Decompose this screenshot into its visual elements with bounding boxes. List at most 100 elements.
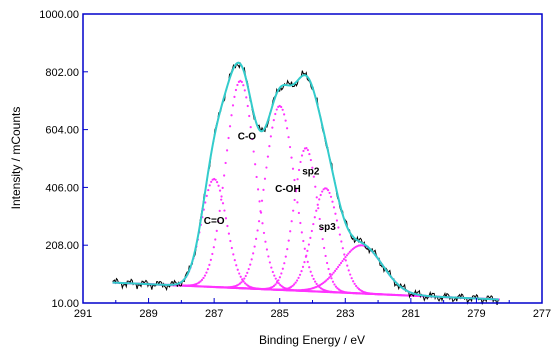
component-point xyxy=(259,210,262,213)
component-point xyxy=(251,137,254,141)
component-point xyxy=(240,281,243,284)
component-point xyxy=(307,243,310,246)
component-point xyxy=(274,112,277,116)
component-point xyxy=(335,267,338,271)
component-point xyxy=(295,279,299,282)
component-point xyxy=(305,147,308,150)
component-point xyxy=(197,281,201,284)
x-tick-label: 285 xyxy=(271,308,289,320)
component-point xyxy=(199,280,202,283)
component-point xyxy=(272,284,276,288)
component-point xyxy=(262,231,266,235)
component-point xyxy=(353,282,356,285)
component-point xyxy=(223,174,226,177)
component-point xyxy=(236,268,239,271)
component-point xyxy=(312,277,315,281)
component-point xyxy=(227,232,230,235)
component-point xyxy=(294,190,298,193)
component-point xyxy=(325,261,329,265)
component-point xyxy=(247,267,250,271)
component-point xyxy=(252,252,255,255)
component-point xyxy=(279,283,282,286)
component-point xyxy=(338,233,341,236)
x-axis-title: Binding Energy / eV xyxy=(259,333,365,347)
component-point xyxy=(309,236,312,239)
component-point xyxy=(256,188,260,191)
component-point xyxy=(256,229,259,232)
component-point xyxy=(303,261,306,264)
peak-label: C=O xyxy=(204,216,225,227)
component-point xyxy=(284,119,287,122)
component-point xyxy=(320,228,323,231)
component-point xyxy=(308,152,311,156)
component-point xyxy=(205,194,208,197)
y-tick-label: 10.00 xyxy=(51,298,79,310)
component-point xyxy=(271,126,274,129)
component-point xyxy=(342,257,346,261)
x-tick-label: 291 xyxy=(74,308,92,320)
component-point xyxy=(287,136,290,139)
component-point xyxy=(323,280,326,283)
component-point xyxy=(209,258,212,261)
component-point xyxy=(268,145,271,148)
component-point xyxy=(260,199,264,202)
component-point xyxy=(341,247,344,250)
component-point xyxy=(242,84,245,87)
component-point xyxy=(326,189,330,192)
component-point xyxy=(233,259,236,262)
component-point xyxy=(317,207,320,210)
y-tick-label: 604.00 xyxy=(45,125,79,137)
component-point xyxy=(333,283,336,286)
component-point xyxy=(215,180,219,184)
component-point xyxy=(263,177,267,180)
component-point xyxy=(228,125,232,128)
component-point xyxy=(319,193,322,197)
component-point xyxy=(345,254,349,257)
component-point xyxy=(250,258,253,261)
component-point xyxy=(327,267,330,271)
component-point xyxy=(334,269,337,272)
component-point xyxy=(306,260,309,263)
component-point xyxy=(271,270,274,274)
component-point xyxy=(238,282,241,285)
component-point xyxy=(215,229,218,232)
component-point xyxy=(315,196,318,199)
component-point xyxy=(270,266,273,269)
component-point xyxy=(306,148,310,152)
component-point xyxy=(235,264,238,267)
y-tick-label: 802.00 xyxy=(45,67,79,79)
component-point xyxy=(217,220,220,223)
component-point xyxy=(300,154,304,157)
component-point xyxy=(349,273,352,276)
component-point xyxy=(278,276,281,279)
component-point xyxy=(344,259,347,262)
component-point xyxy=(246,104,249,108)
component-point xyxy=(255,175,258,179)
x-tick-label: 279 xyxy=(467,308,485,320)
component-point xyxy=(220,198,223,201)
component-point xyxy=(283,113,286,116)
component-point xyxy=(355,284,358,288)
component-point xyxy=(261,222,264,225)
component-point xyxy=(288,145,292,149)
peak-label: C-OH xyxy=(275,184,301,195)
component-point xyxy=(329,274,332,278)
component-point xyxy=(311,274,314,277)
component-point xyxy=(335,219,339,222)
component-point xyxy=(312,175,315,178)
component-point xyxy=(246,271,249,274)
x-tick-label: 287 xyxy=(205,308,223,320)
component-point xyxy=(310,229,313,233)
component-point xyxy=(207,188,210,192)
component-point xyxy=(299,221,302,225)
component-point xyxy=(265,166,268,169)
component-point xyxy=(221,202,225,205)
component-point xyxy=(297,276,300,279)
component-point xyxy=(277,279,280,282)
component-point xyxy=(245,96,248,99)
component-point xyxy=(274,283,277,286)
component-point xyxy=(287,239,290,242)
component-point xyxy=(217,184,220,187)
x-tick-label: 277 xyxy=(533,308,551,320)
component-point xyxy=(273,274,276,277)
